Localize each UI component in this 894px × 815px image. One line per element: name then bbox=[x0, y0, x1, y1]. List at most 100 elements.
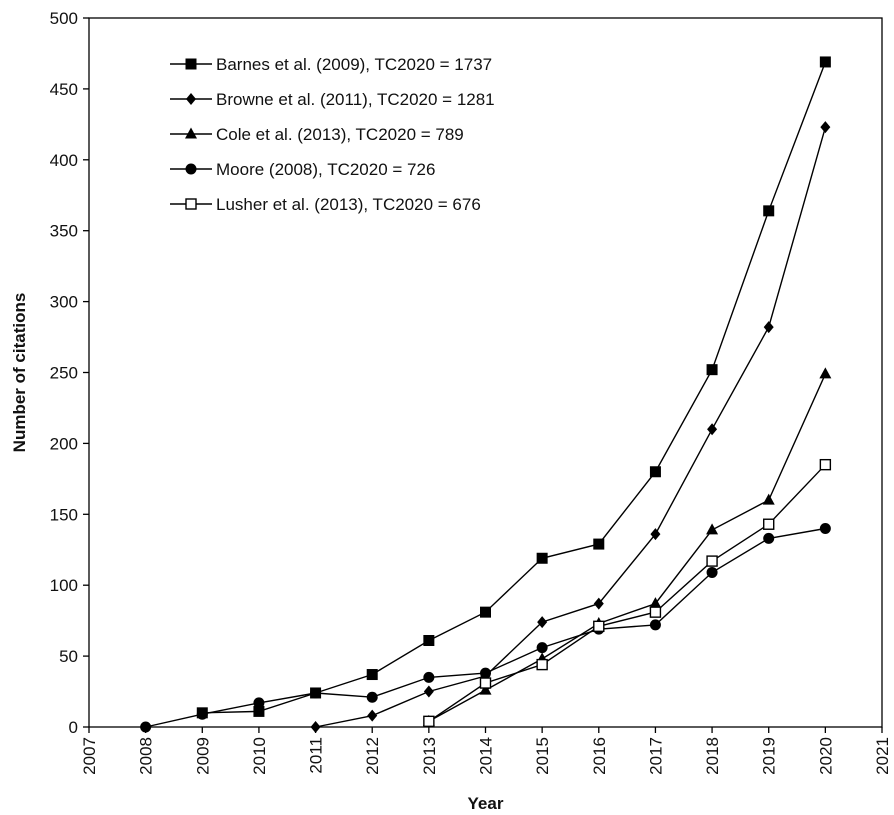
data-point-diamond bbox=[367, 709, 378, 722]
data-point-diamond bbox=[820, 121, 831, 134]
axes: 0 50 100 150 200 250 300 350 400 450 500 2007 2008 20… bbox=[10, 9, 892, 813]
data-point-diamond bbox=[707, 423, 718, 436]
x-tick-label: 2016 bbox=[590, 737, 609, 775]
x-tick-label: 2017 bbox=[646, 737, 665, 775]
data-point-diamond bbox=[423, 685, 434, 698]
series-line bbox=[315, 127, 827, 728]
series-group bbox=[140, 56, 832, 733]
data-point-circle bbox=[185, 163, 197, 175]
x-tick-label: 2021 bbox=[873, 737, 892, 775]
data-point-square bbox=[649, 466, 661, 478]
legend: Barnes et al. (2009), TC2020 = 1737 Brown… bbox=[170, 55, 495, 214]
legend-label: Lusher et al. (2013), TC2020 = 676 bbox=[216, 195, 481, 214]
data-point-open-square bbox=[706, 555, 718, 567]
legend-entry-4: Lusher et al. (2013), TC2020 = 676 bbox=[170, 195, 481, 214]
x-tick-label: 2012 bbox=[363, 737, 382, 775]
data-point-open-square bbox=[536, 658, 548, 671]
y-tick-label: 450 bbox=[50, 80, 78, 99]
x-tick-label: 2010 bbox=[250, 737, 269, 775]
legend-entry-1: Browne et al. (2011), TC2020 = 1281 bbox=[170, 90, 495, 109]
x-tick-label: 2013 bbox=[420, 737, 439, 775]
series-line bbox=[428, 464, 826, 722]
data-point-square bbox=[819, 56, 831, 68]
data-point-square bbox=[706, 364, 718, 376]
data-point-circle bbox=[480, 667, 491, 679]
data-point-diamond bbox=[310, 721, 321, 733]
data-point-triangle bbox=[649, 597, 662, 609]
data-point-square bbox=[480, 606, 491, 618]
data-point-circle bbox=[706, 566, 718, 578]
x-tick-label: 2008 bbox=[137, 737, 156, 775]
data-point-square bbox=[593, 538, 605, 550]
x-tick-label: 2015 bbox=[533, 737, 552, 775]
series-line bbox=[202, 61, 827, 714]
data-point-square bbox=[185, 58, 197, 70]
data-point-open-square bbox=[649, 606, 662, 618]
data-point-circle bbox=[536, 642, 548, 654]
data-point-circle bbox=[196, 708, 208, 720]
data-point-circle bbox=[310, 687, 322, 699]
data-point-triangle bbox=[762, 493, 775, 505]
plot-frame bbox=[88, 17, 883, 728]
data-point-circle bbox=[819, 522, 831, 534]
data-point-circle bbox=[253, 697, 265, 709]
data-point-diamond bbox=[593, 597, 604, 610]
legend-label: Browne et al. (2011), TC2020 = 1281 bbox=[216, 90, 495, 109]
legend-entry-0: Barnes et al. (2009), TC2020 = 1737 bbox=[170, 55, 492, 74]
data-point-diamond bbox=[537, 616, 548, 629]
legend-label: Cole et al. (2013), TC2020 = 789 bbox=[216, 125, 464, 144]
legend-label: Barnes et al. (2009), TC2020 = 1737 bbox=[216, 55, 492, 74]
data-point-square bbox=[423, 635, 435, 647]
x-tick-label: 2011 bbox=[307, 737, 326, 774]
series-line bbox=[145, 527, 826, 728]
series-3 bbox=[140, 522, 831, 733]
series-line bbox=[428, 373, 827, 722]
data-point-open-square bbox=[423, 715, 435, 728]
y-tick-label: 500 bbox=[50, 9, 78, 28]
x-tick-label: 2018 bbox=[703, 737, 722, 775]
y-tick-label: 100 bbox=[50, 576, 78, 595]
data-point-triangle bbox=[819, 367, 832, 379]
data-point-open-square bbox=[185, 198, 197, 210]
data-point-open-square bbox=[819, 458, 832, 471]
data-point-square bbox=[536, 552, 548, 564]
data-point-square bbox=[366, 669, 378, 681]
y-axis-title: Number of citations bbox=[10, 293, 29, 453]
data-point-open-square bbox=[763, 518, 775, 530]
data-point-square bbox=[253, 705, 265, 717]
data-point-triangle bbox=[706, 523, 719, 535]
data-point-diamond bbox=[763, 321, 774, 334]
data-point-square bbox=[763, 205, 775, 217]
x-tick-label: 2020 bbox=[816, 737, 835, 775]
x-tick-label: 2019 bbox=[760, 737, 779, 775]
series-4 bbox=[423, 458, 832, 728]
data-point-triangle bbox=[185, 127, 197, 139]
data-point-circle bbox=[763, 532, 775, 544]
y-tick-label: 250 bbox=[50, 364, 78, 383]
y-tick-label: 200 bbox=[50, 434, 78, 453]
y-tick-label: 150 bbox=[50, 505, 78, 524]
data-point-triangle bbox=[479, 683, 492, 695]
data-point-diamond bbox=[650, 528, 661, 541]
data-point-open-square bbox=[593, 620, 605, 633]
y-tick-label: 50 bbox=[59, 647, 78, 666]
legend-label: Moore (2008), TC2020 = 726 bbox=[216, 160, 435, 179]
legend-entry-2: Cole et al. (2013), TC2020 = 789 bbox=[170, 125, 464, 144]
x-tick-label: 2014 bbox=[477, 737, 496, 775]
data-point-circle bbox=[649, 619, 661, 631]
data-point-circle bbox=[366, 691, 378, 703]
y-tick-label: 400 bbox=[50, 151, 78, 170]
data-point-diamond bbox=[186, 93, 196, 105]
data-point-circle bbox=[140, 721, 152, 733]
x-tick-label: 2007 bbox=[80, 737, 99, 775]
y-tick-label: 350 bbox=[50, 222, 78, 241]
legend-entry-3: Moore (2008), TC2020 = 726 bbox=[170, 160, 435, 179]
y-tick-label: 300 bbox=[50, 293, 78, 312]
y-tick-label: 0 bbox=[69, 718, 78, 737]
x-axis-title: Year bbox=[468, 794, 504, 813]
x-tick-label: 2009 bbox=[193, 737, 212, 775]
data-point-circle bbox=[423, 671, 435, 683]
data-point-open-square bbox=[479, 677, 492, 689]
